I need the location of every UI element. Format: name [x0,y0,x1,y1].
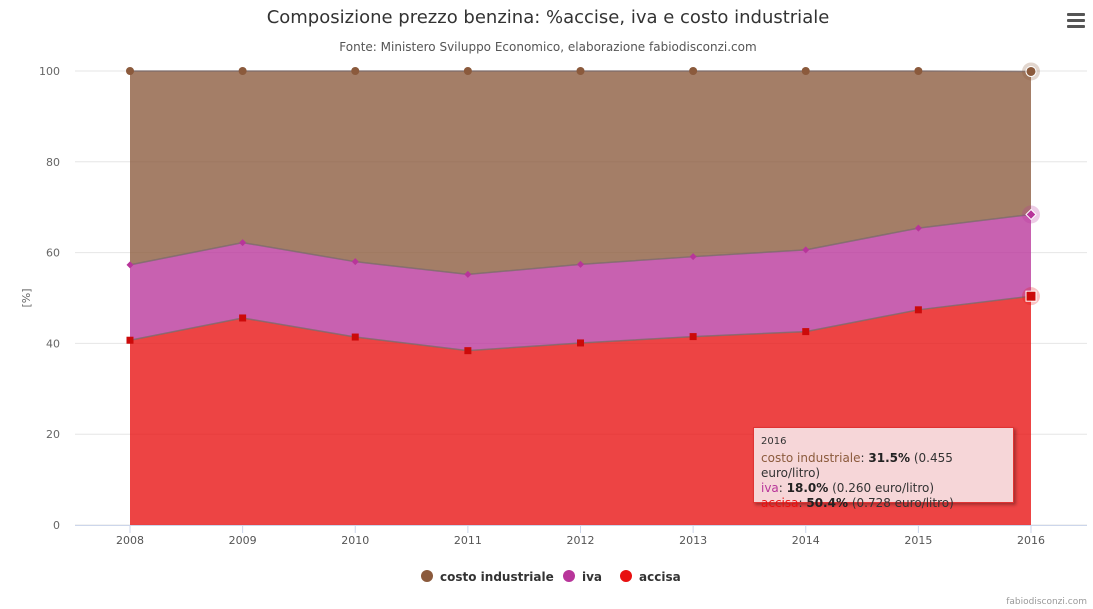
axes: 2008 2009 2010 2011 2012 2013 2014 2015 2016 [75,525,1087,547]
x-tick-label: 2008 [116,534,144,547]
legend-symbol [563,570,575,582]
marker-accisa[interactable] [351,333,359,341]
marker-accisa[interactable] [577,339,584,347]
marker-costo-industriale[interactable] [576,67,585,75]
y-tick-label: 20 [46,428,60,441]
marker-accisa[interactable] [1025,290,1037,302]
marker-iva[interactable] [464,270,472,278]
tooltip-row-iva: iva: 18.0% (0.260 euro/litro) [761,481,935,495]
tooltip-extra: (0.260 euro/litro) [832,481,935,495]
marker-iva[interactable] [351,258,359,266]
chart-subtitle: Fonte: Ministero Sviluppo Economico, ela… [339,40,756,54]
x-tick-label: 2016 [1017,534,1045,547]
x-tick-label: 2014 [792,534,820,547]
legend-item-accisa[interactable]: accisa [620,570,681,584]
marker-costo-industriale[interactable] [1025,65,1037,77]
tooltip: 2016 costo industriale: 31.5% (0.455 eur… [753,427,1014,510]
marker-iva[interactable] [1025,208,1037,221]
x-tick-label: 2009 [229,534,257,547]
legend-item-iva[interactable]: iva [563,570,602,584]
tooltip-row-accisa: accisa: 50.4% (0.728 euro/litro) [761,496,954,510]
marker-iva[interactable] [577,260,584,268]
legend-item-costo-industriale[interactable]: costo industriale [421,570,554,584]
marker-accisa[interactable] [914,306,922,314]
area-costo-industriale[interactable] [130,71,1031,275]
tooltip-series-name: iva [761,481,779,495]
tooltip-series-name: costo industriale [761,451,861,465]
marker-accisa[interactable] [464,347,472,355]
marker-accisa[interactable] [689,333,697,341]
tooltip-row-costo: costo industriale: 31.5% (0.455 euro/lit… [761,451,953,480]
legend-symbol [421,570,433,582]
marker-costo-industriale[interactable] [914,67,923,75]
tooltip-extra: (0.728 euro/litro) [851,496,954,510]
y-axis-title: [%] [20,288,33,307]
x-tick-label: 2010 [341,534,369,547]
legend-symbol [620,570,632,582]
tooltip-value: 50.4% [806,496,848,510]
marker-iva[interactable] [126,261,134,269]
y-tick-label: 60 [46,247,60,260]
legend-label: accisa [639,570,681,584]
tooltip-header: 2016 [761,436,787,447]
x-tick-label: 2011 [454,534,482,547]
y-tick-label: 100 [39,65,60,78]
marker-accisa[interactable] [802,328,810,336]
area-iva[interactable] [130,214,1031,351]
chart-title: Composizione prezzo benzina: %accise, iv… [267,7,830,28]
x-tick-label: 2015 [904,534,932,547]
marker-costo-industriale[interactable] [801,67,810,75]
marker-costo-industriale[interactable] [463,67,472,75]
marker-iva[interactable] [914,224,922,232]
marker-iva[interactable] [239,239,247,247]
y-tick-label: 40 [46,337,60,350]
tooltip-extra: (0.455 euro/litro) [761,451,953,480]
legend[interactable]: costo industriale iva accisa [421,570,681,584]
x-tick-label: 2012 [567,534,595,547]
series-markers [126,62,1040,355]
y-tick-label: 0 [53,519,60,532]
tooltip-value: 18.0% [786,481,829,495]
marker-accisa[interactable] [239,314,247,322]
tooltip-series-name: accisa [761,496,799,510]
legend-label: costo industriale [440,570,554,584]
credits[interactable]: fabiodisconzi.com [1006,597,1087,607]
marker-iva[interactable] [689,253,697,261]
hamburger-menu-icon[interactable] [1064,10,1088,32]
x-tick-label: 2013 [679,534,707,547]
marker-costo-industriale[interactable] [238,67,247,75]
marker-costo-industriale[interactable] [351,67,360,75]
y-tick-label: 80 [46,156,60,169]
marker-accisa[interactable] [126,336,134,344]
tooltip-value: 31.5% [868,451,911,465]
marker-costo-industriale[interactable] [689,67,698,75]
legend-label: iva [582,570,602,584]
marker-iva[interactable] [802,246,810,254]
marker-costo-industriale[interactable] [126,67,134,75]
